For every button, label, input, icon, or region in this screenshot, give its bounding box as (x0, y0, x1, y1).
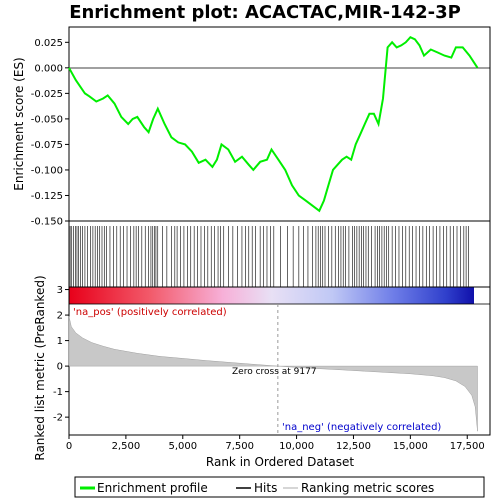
es-y-tick-label: -0.100 (31, 165, 63, 176)
es-y-tick-label: -0.150 (31, 217, 63, 228)
neg-correlated-label: 'na_neg' (negatively correlated) (282, 422, 441, 433)
es-y-tick-label: -0.050 (31, 114, 63, 125)
es-y-tick-label: 0.025 (34, 38, 63, 49)
pos-correlated-label: 'na_pos' (positively correlated) (73, 307, 227, 318)
chart-title: Enrichment plot: ACACTAC,MIR-142-3P (69, 2, 461, 23)
x-tick-label: 2,500 (112, 441, 141, 452)
es-y-tick-label: -0.075 (31, 140, 63, 151)
legend-frame (74, 476, 485, 498)
metric-y-tick-label: -2 (53, 413, 63, 424)
ranking-metric-area (68, 316, 478, 432)
hit-lines (69, 226, 469, 287)
x-tick-label: 15,000 (393, 441, 428, 452)
x-tick-label: 0 (66, 441, 72, 452)
metric-y-tick-label: 2 (57, 311, 63, 322)
hits-panel-frame (68, 220, 491, 288)
x-axis-label: Rank in Ordered Dataset (206, 455, 354, 469)
x-tick-label: 10,000 (279, 441, 314, 452)
metric-y-axis-label: Ranked list metric (PreRanked) (33, 275, 47, 460)
rank-colorbar (68, 286, 491, 305)
es-y-tick-label: -0.125 (31, 191, 63, 202)
x-tick-label: 5,000 (168, 441, 197, 452)
es-y-axis-label: Enrichment score (ES) (12, 57, 26, 190)
x-tick-label: 12,500 (336, 441, 371, 452)
metric-panel: 3 2 1 0 -1 -2 'na_pos' (positively correlated… (33, 275, 491, 461)
metric-y-tick-label: 3 (57, 285, 63, 296)
legend-metric-label: Ranking metric scores (301, 481, 434, 495)
es-y-ticks: 0.025 0.000 -0.025 -0.050 -0.075 -0.100 -0.125… (31, 38, 69, 228)
enrichment-profile-line (68, 35, 479, 213)
es-panel-frame (68, 26, 491, 222)
legend: Enrichment profile Hits Ranking metric s… (74, 476, 485, 498)
legend-hits-label: Hits (254, 481, 277, 495)
es-y-tick-label: 0.000 (34, 63, 63, 74)
x-tick-label: 17,500 (450, 441, 485, 452)
legend-enrichment-label: Enrichment profile (97, 481, 208, 495)
metric-y-tick-label: -1 (53, 387, 63, 398)
es-panel: 0.025 0.000 -0.025 -0.050 -0.075 -0.100 -0.125… (12, 26, 491, 228)
metric-y-ticks: 3 2 1 0 -1 -2 (53, 285, 69, 424)
metric-y-tick-label: 0 (57, 362, 63, 373)
rank-colorbar-fill (69, 287, 474, 304)
x-ticks: 0 2,500 5,000 7,500 10,000 12,500 15,000 17,500 (66, 435, 485, 452)
zero-cross-label: Zero cross at 9177 (232, 367, 317, 377)
hits-panel (68, 220, 491, 288)
es-y-tick-label: -0.025 (31, 89, 63, 100)
metric-y-tick-label: 1 (57, 336, 63, 347)
x-tick-label: 7,500 (225, 441, 254, 452)
